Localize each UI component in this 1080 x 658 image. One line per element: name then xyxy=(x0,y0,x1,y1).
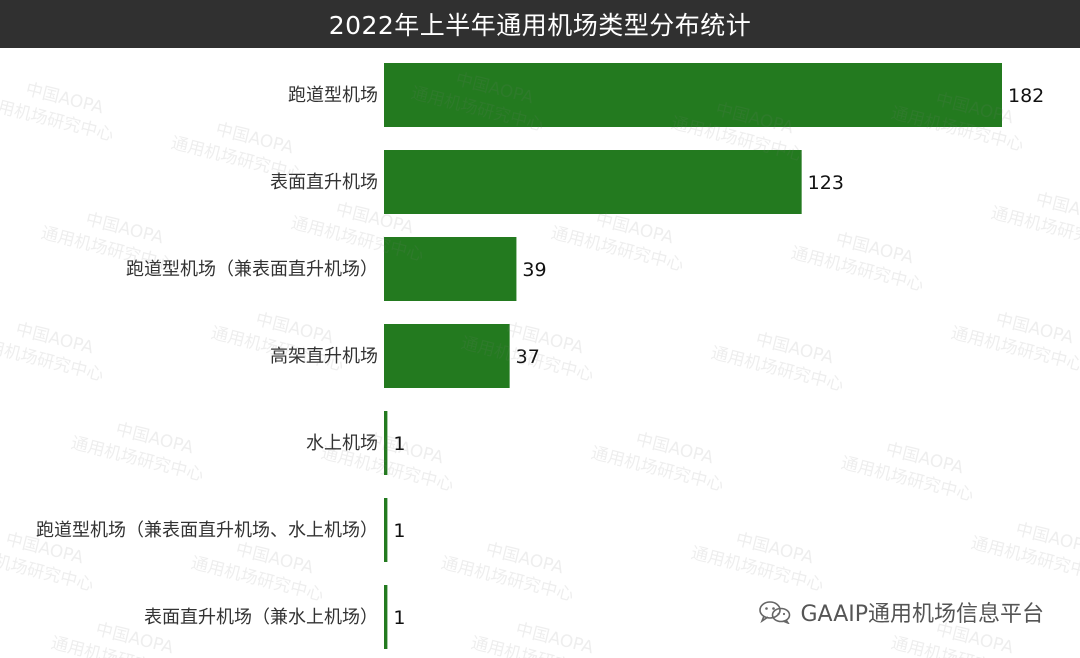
source-credit: GAAIP通用机场信息平台 xyxy=(758,596,1044,628)
chart-title-bar: 2022年上半年通用机场类型分布统计 xyxy=(0,0,1080,48)
value-label: 123 xyxy=(808,172,844,194)
value-label: 39 xyxy=(522,259,546,281)
value-label: 1 xyxy=(393,520,405,542)
chart-title: 2022年上半年通用机场类型分布统计 xyxy=(328,11,752,40)
wechat-icon xyxy=(759,601,791,624)
bar xyxy=(384,237,517,301)
category-label: 跑道型机场 xyxy=(288,85,378,106)
category-label: 跑道型机场（兼表面直升机场） xyxy=(126,259,378,280)
bar xyxy=(384,324,510,388)
category-label: 表面直升机场 xyxy=(270,172,378,193)
category-label: 高架直升机场 xyxy=(270,346,378,367)
bar xyxy=(384,150,802,214)
bar xyxy=(384,585,388,649)
category-label: 水上机场 xyxy=(306,433,378,454)
value-label: 182 xyxy=(1008,85,1044,107)
bar-chart: 跑道型机场 182 表面直升机场 123 跑道型机场（兼表面直升机场） 39 高架直升机场 3… xyxy=(36,63,1044,649)
category-label: 跑道型机场（兼表面直升机场、水上机场） xyxy=(36,520,378,541)
value-label: 1 xyxy=(393,607,405,629)
bar xyxy=(384,498,388,562)
source-label: GAAIP通用机场信息平台 xyxy=(800,602,1044,627)
value-label: 37 xyxy=(516,346,540,368)
value-label: 1 xyxy=(393,433,405,455)
bar xyxy=(384,411,388,475)
bar xyxy=(384,63,1002,127)
category-label: 表面直升机场（兼水上机场） xyxy=(144,607,378,628)
